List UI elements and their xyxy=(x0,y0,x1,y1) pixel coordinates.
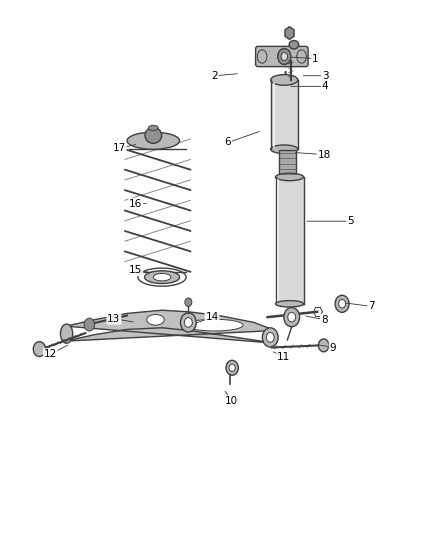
Circle shape xyxy=(262,328,278,347)
Ellipse shape xyxy=(145,127,162,143)
Text: 15: 15 xyxy=(129,265,142,275)
Text: 14: 14 xyxy=(205,312,219,322)
Ellipse shape xyxy=(297,50,306,63)
Text: 17: 17 xyxy=(113,143,126,153)
Bar xyxy=(279,150,296,176)
Text: 7: 7 xyxy=(368,302,375,311)
Text: 2: 2 xyxy=(211,71,218,80)
Ellipse shape xyxy=(153,273,171,281)
Ellipse shape xyxy=(289,41,299,49)
Ellipse shape xyxy=(276,173,304,181)
Bar xyxy=(276,177,304,304)
Circle shape xyxy=(84,318,95,331)
Ellipse shape xyxy=(278,49,291,64)
Circle shape xyxy=(335,295,349,312)
Circle shape xyxy=(33,342,46,357)
Circle shape xyxy=(318,339,329,352)
Text: 5: 5 xyxy=(347,216,354,226)
Bar xyxy=(271,80,298,149)
Text: 18: 18 xyxy=(318,150,331,159)
Circle shape xyxy=(339,300,346,308)
Text: 9: 9 xyxy=(329,343,336,352)
Circle shape xyxy=(288,312,296,322)
Circle shape xyxy=(229,364,235,372)
Polygon shape xyxy=(66,310,275,343)
Circle shape xyxy=(185,298,192,306)
Ellipse shape xyxy=(147,314,164,325)
Ellipse shape xyxy=(145,271,180,284)
Ellipse shape xyxy=(258,50,267,63)
Text: 8: 8 xyxy=(321,315,328,325)
Text: 11: 11 xyxy=(277,352,290,362)
Ellipse shape xyxy=(148,125,158,131)
Ellipse shape xyxy=(60,324,73,343)
Ellipse shape xyxy=(271,75,298,85)
Text: 6: 6 xyxy=(224,138,231,147)
Ellipse shape xyxy=(271,145,298,154)
Circle shape xyxy=(266,333,274,342)
Circle shape xyxy=(284,308,300,327)
Circle shape xyxy=(184,318,192,327)
Circle shape xyxy=(226,360,238,375)
Text: 1: 1 xyxy=(312,54,319,63)
Ellipse shape xyxy=(276,301,304,307)
Text: 3: 3 xyxy=(321,71,328,80)
Text: 13: 13 xyxy=(107,314,120,324)
Text: 12: 12 xyxy=(44,349,57,359)
Circle shape xyxy=(180,313,196,332)
Text: 16: 16 xyxy=(129,199,142,208)
Ellipse shape xyxy=(186,319,243,331)
FancyBboxPatch shape xyxy=(256,46,308,67)
Ellipse shape xyxy=(127,132,180,149)
Ellipse shape xyxy=(281,53,287,60)
Text: 10: 10 xyxy=(225,396,238,406)
Text: 4: 4 xyxy=(321,82,328,91)
